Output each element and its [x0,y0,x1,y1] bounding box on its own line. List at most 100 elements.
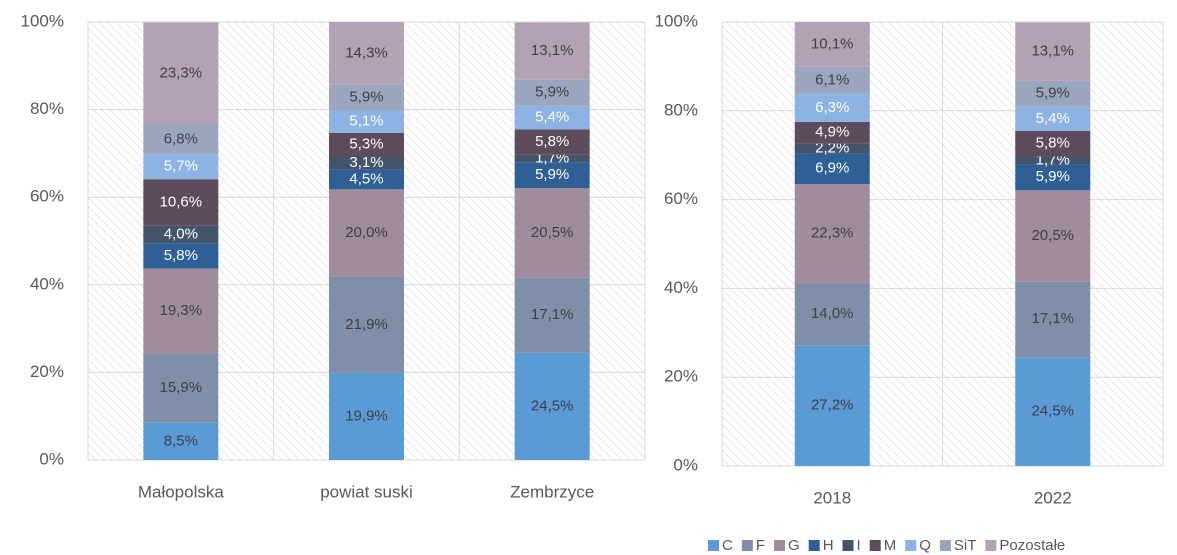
legend-swatch [869,540,881,551]
y-tick-label: 40% [664,278,698,297]
bar-segment [1015,190,1091,282]
bar-segment [1015,130,1091,157]
bar-segment [143,179,219,226]
bar-segment [329,276,404,373]
legend-swatch [842,540,854,551]
y-tick-label: 80% [664,100,698,119]
value-label: 13,1% [531,42,574,59]
y-tick-label: 0% [673,455,698,474]
value-label: 5,4% [535,108,569,125]
value-label: 10,1% [811,35,854,52]
value-label: 3,1% [349,154,383,171]
bar-segment [514,162,590,189]
y-tick-label: 60% [664,189,698,208]
bar-segment [794,143,870,154]
legend-swatch [905,540,917,551]
bar-segment [329,22,404,85]
bar-segment [794,184,870,284]
bar-segment [1015,80,1091,107]
value-label: 6,1% [815,71,849,88]
value-label: 6,8% [164,130,198,147]
value-label: 20,5% [1031,227,1074,244]
value-label: 6,3% [815,99,849,116]
value-label: 13,1% [1031,42,1074,59]
legend-label: Q [919,537,931,554]
bar-segment [143,22,219,125]
value-label: 5,9% [535,166,569,183]
bar-segment [794,22,870,67]
value-label: 17,1% [531,306,574,323]
legend-label: SiT [954,537,977,554]
bar-segment [514,188,590,278]
value-label: 6,9% [815,160,849,177]
y-tick-label: 80% [30,99,64,118]
value-label: 22,3% [811,225,854,242]
y-tick-label: 40% [30,274,64,293]
bar-segment [329,156,404,170]
legend-label: H [823,537,834,554]
bar-segment [329,169,404,190]
value-label: 5,8% [535,133,569,150]
bar-segment [514,22,590,80]
bar-segment [1015,281,1091,358]
bar-segment [514,105,590,130]
value-label: 5,9% [1036,85,1070,102]
value-label: 4,5% [349,170,383,187]
bar-segment [514,79,590,106]
legend-label: C [722,537,733,554]
value-label: 14,3% [345,44,388,61]
value-label: 21,9% [345,316,388,333]
value-label: 5,9% [349,89,383,106]
value-label: 23,3% [160,64,203,81]
value-label: 2,2% [815,140,849,157]
legend-swatch [985,540,997,551]
value-label: 27,2% [811,397,854,414]
value-label: 24,5% [1031,403,1074,420]
value-label: 5,9% [535,84,569,101]
bar-segment [1015,106,1091,131]
bar-segment [143,268,219,354]
bar-segment [329,189,404,277]
bar-segment [143,154,219,180]
bar-segment [143,243,219,269]
bar-segment [794,66,870,94]
bar-segment [514,129,590,155]
value-label: 5,8% [1036,135,1070,152]
value-label: 10,6% [160,193,203,210]
bar-segment [1015,357,1091,466]
y-tick-label: 100% [655,11,698,30]
bar-segment [1015,22,1091,81]
legend-swatch [808,540,820,551]
value-label: 5,1% [349,113,383,130]
value-label: 5,7% [164,158,198,175]
value-label: 19,3% [160,302,203,319]
value-label: 24,5% [531,397,574,414]
y-tick-label: 20% [30,362,64,381]
bar-segment [143,225,219,244]
legend-label: G [788,537,800,554]
bar-segment [1015,156,1091,165]
legend-label: M [884,537,897,554]
x-tick-label: powiat suski [320,482,413,501]
value-label: 17,1% [1031,310,1074,327]
bar-segment [794,345,870,466]
legend-label: Pozostałe [999,537,1065,554]
legend-label: F [756,537,765,554]
bar-segment [794,121,870,144]
bar-segment [329,372,404,460]
x-tick-label: 2022 [1034,488,1072,507]
x-tick-label: Zembrzyce [510,482,594,501]
legend-swatch [939,540,951,551]
bar-segment [794,283,870,346]
bar-segment [1015,164,1091,191]
value-label: 8,5% [164,432,198,449]
value-label: 4,9% [815,124,849,141]
y-tick-label: 60% [30,187,64,206]
value-label: 14,0% [811,305,854,322]
value-label: 4,0% [164,225,198,242]
legend-swatch [741,540,753,551]
bar-segment [514,277,590,353]
value-label: 20,5% [531,224,574,241]
bar-segment [329,84,404,111]
